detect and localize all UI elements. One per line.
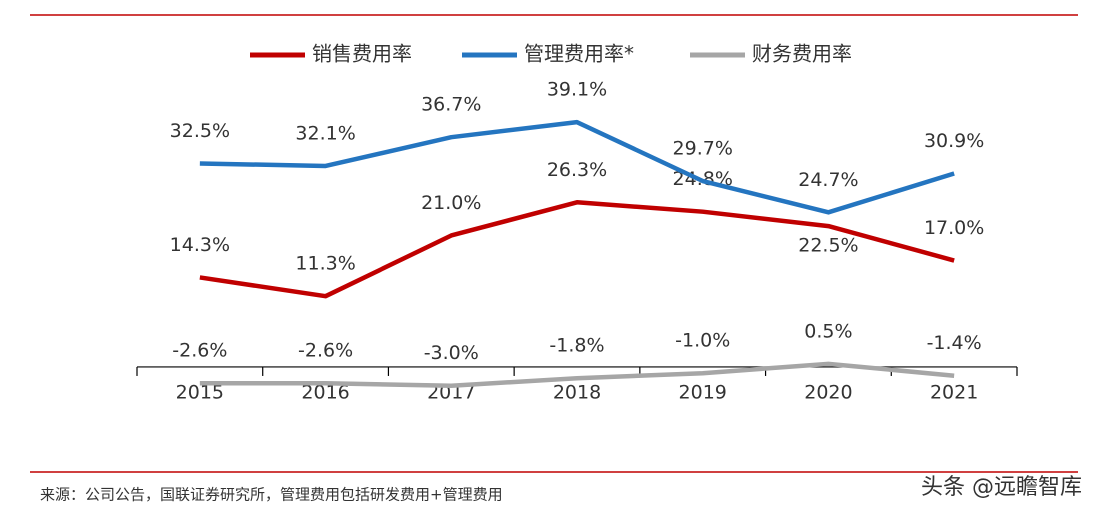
data-label: 29.7% — [673, 138, 733, 160]
legend-label: 销售费用率 — [312, 42, 412, 66]
series-line — [199, 200, 955, 299]
source-note: 来源：公司公告，国联证券研究所，管理费用包括研发费用+管理费用 — [40, 486, 503, 504]
legend-label: 管理费用率* — [524, 42, 634, 66]
data-label: 24.7% — [798, 169, 858, 191]
x-tick-label: 2020 — [804, 381, 852, 403]
legend-label: 财务费用率 — [752, 42, 852, 66]
x-tick-label: 2016 — [301, 381, 349, 403]
data-label: 17.0% — [924, 217, 984, 239]
x-tick-label: 2021 — [930, 381, 978, 403]
data-label: 36.7% — [421, 94, 481, 116]
data-label: 21.0% — [421, 192, 481, 214]
x-tick-label: 2019 — [679, 381, 727, 403]
x-tick-label: 2018 — [553, 381, 601, 403]
data-label: -2.6% — [172, 340, 227, 362]
data-label: 32.5% — [170, 120, 230, 142]
data-label: -1.0% — [675, 330, 730, 352]
data-label: 14.3% — [170, 234, 230, 256]
data-label: 11.3% — [295, 253, 355, 275]
data-label: 39.1% — [547, 79, 607, 101]
data-label: -2.6% — [298, 340, 353, 362]
data-label: -3.0% — [424, 342, 479, 364]
data-label: 32.1% — [295, 122, 355, 144]
x-tick-label: 2015 — [176, 381, 224, 403]
data-label: -1.4% — [927, 332, 982, 354]
data-label: -1.8% — [549, 335, 604, 357]
watermark: 头条 @远瞻智库 — [921, 475, 1082, 500]
data-label: 22.5% — [798, 235, 858, 257]
data-label: 0.5% — [804, 320, 852, 342]
series-line — [199, 361, 955, 388]
data-label: 30.9% — [924, 130, 984, 152]
data-label: 26.3% — [547, 159, 607, 181]
series-line — [199, 119, 955, 215]
